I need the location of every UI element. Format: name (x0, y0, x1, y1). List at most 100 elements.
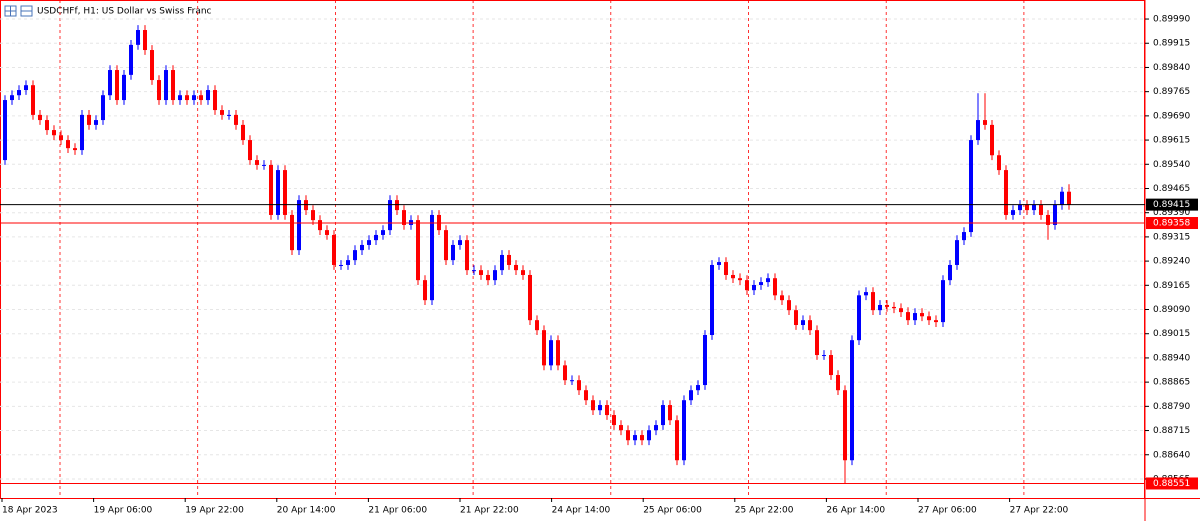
candle-body (87, 114, 91, 125)
y-tick-label: 0.89690 (1153, 111, 1190, 121)
candle-body (892, 306, 896, 309)
candle-body (780, 295, 784, 301)
price-tag (1146, 477, 1198, 490)
candle-body (416, 220, 420, 281)
candle-body (773, 278, 777, 296)
candle-body (563, 365, 567, 381)
candle-body (493, 270, 497, 281)
price-tag-label: 0.89415 (1153, 200, 1190, 210)
candle-body (206, 90, 210, 101)
candle-body (899, 308, 903, 313)
candle-body (150, 50, 154, 81)
candle-body (997, 155, 1001, 171)
candle-body (990, 124, 994, 156)
candle-body (815, 330, 819, 356)
y-tick-label: 0.89615 (1153, 136, 1190, 146)
y-tick-label: 0.89465 (1153, 184, 1190, 194)
candle-body (486, 274, 490, 281)
candle-body (682, 400, 686, 461)
candle-body (598, 405, 602, 411)
candle-body (1053, 204, 1057, 225)
candle-body (976, 120, 980, 141)
candle-body (689, 390, 693, 401)
candle-body (213, 90, 217, 111)
candle-body (479, 270, 483, 275)
candle-body (1032, 204, 1036, 211)
candle-body (927, 316, 931, 321)
candle-body (948, 264, 952, 281)
candle-body (290, 214, 294, 251)
candle-body (934, 320, 938, 323)
candle-body (171, 70, 175, 101)
candle-body (752, 284, 756, 291)
candle-body (1025, 204, 1029, 211)
candle-body (1004, 170, 1008, 215)
candle-body (353, 250, 357, 261)
candle-body (584, 390, 588, 401)
candle-body (787, 300, 791, 311)
candle-body (458, 240, 462, 245)
candle-body (1046, 214, 1050, 225)
candle-body (661, 405, 665, 426)
candle-body (360, 244, 364, 251)
candle-body (108, 70, 112, 96)
candle-body (836, 375, 840, 391)
candle-body (913, 313, 917, 321)
candle-body (52, 130, 56, 136)
candle-body (367, 240, 371, 245)
candle-body (297, 200, 301, 251)
candle-body (1011, 210, 1015, 215)
y-tick-label: 0.88640 (1153, 450, 1190, 460)
candle-body (472, 270, 476, 272)
y-tick-label: 0.89090 (1153, 305, 1190, 315)
x-tick-label: 24 Apr 14:00 (552, 506, 611, 516)
candle-body (1039, 204, 1043, 215)
candle-body (465, 240, 469, 271)
x-tick-label: 27 Apr 22:00 (1010, 506, 1069, 516)
candle-body (675, 420, 679, 461)
candle-body (1067, 191, 1071, 205)
candle-body (906, 312, 910, 321)
candle-body (451, 244, 455, 261)
candle-body (738, 278, 742, 281)
y-tick-label: 0.89540 (1153, 160, 1190, 170)
candle-body (339, 264, 343, 266)
candle-body (444, 230, 448, 261)
candle-body (843, 390, 847, 461)
candle-body (885, 304, 889, 307)
candle-body (969, 140, 973, 233)
y-tick-label: 0.89240 (1153, 257, 1190, 267)
candle-body (234, 114, 238, 125)
candle-body (710, 264, 714, 336)
candle-body (192, 95, 196, 101)
candle-body (115, 70, 119, 101)
candle-body (549, 340, 553, 366)
price-tag (1146, 198, 1198, 211)
price-tag (1146, 217, 1198, 230)
candle-body (619, 425, 623, 431)
candle-body (703, 335, 707, 386)
y-tick-label: 0.89015 (1153, 329, 1190, 339)
price-tag-label: 0.89358 (1153, 219, 1190, 229)
candle-body (500, 254, 504, 271)
candle-body (24, 85, 28, 91)
x-tick-label: 19 Apr 06:00 (94, 506, 153, 516)
candle-body (829, 355, 833, 376)
y-tick-label: 0.88715 (1153, 426, 1190, 436)
candle-body (402, 210, 406, 225)
candle-body (38, 114, 42, 121)
candle-body (227, 114, 231, 116)
candle-body (822, 355, 826, 357)
candle-body (248, 140, 252, 161)
candle-body (626, 430, 630, 441)
candle-body (528, 274, 532, 321)
candle-body (164, 70, 168, 101)
candle-body (521, 270, 525, 275)
candle-body (556, 340, 560, 366)
candle-body (612, 415, 616, 426)
y-tick-label: 0.89915 (1153, 39, 1190, 49)
y-tick-label: 0.88940 (1153, 353, 1190, 363)
candle-body (570, 380, 574, 382)
candle-body (178, 95, 182, 101)
candle-body (878, 304, 882, 311)
